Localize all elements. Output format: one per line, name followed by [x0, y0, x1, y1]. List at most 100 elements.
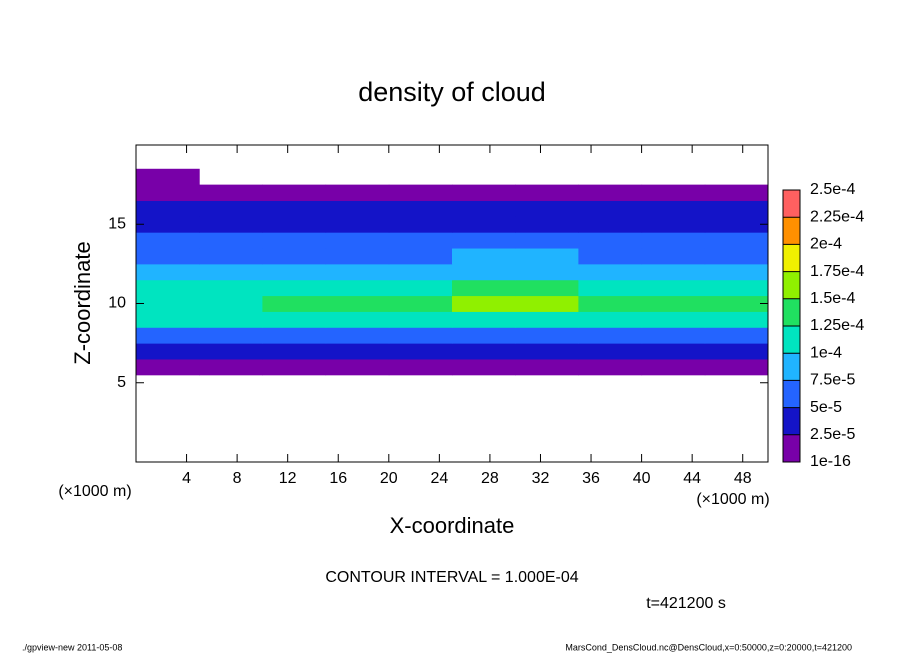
- cell: [452, 327, 516, 344]
- cell: [515, 279, 579, 297]
- cell: [325, 311, 390, 328]
- time-label: t=421200 s: [646, 595, 726, 612]
- cell: [641, 358, 706, 376]
- cell: [704, 311, 769, 328]
- x-tick-label: 4: [182, 470, 191, 487]
- cell: [641, 200, 706, 217]
- cell: [641, 295, 706, 312]
- cell: [136, 295, 200, 312]
- colorbar-label: 1.75e-4: [810, 263, 864, 280]
- cell: [388, 248, 453, 265]
- cell: [452, 358, 516, 376]
- cell: [704, 358, 769, 376]
- cell: [136, 200, 200, 217]
- colorbar-band: [783, 217, 800, 245]
- cell: [578, 343, 643, 360]
- colorbar-label: 1e-4: [810, 344, 842, 361]
- cell: [704, 216, 769, 233]
- cell: [704, 343, 769, 360]
- colorbar-band: [783, 434, 800, 462]
- cell: [199, 295, 263, 312]
- colorbar-label: 2.25e-4: [810, 208, 864, 225]
- cell: [641, 343, 706, 360]
- cell: [325, 184, 390, 201]
- cell: [388, 358, 453, 376]
- x-tick-label: 20: [380, 470, 398, 487]
- cell: [325, 263, 390, 281]
- cell: [136, 358, 200, 376]
- footer-left: ./gpview-new 2011-05-08: [22, 642, 122, 652]
- cell: [704, 295, 769, 312]
- cell: [515, 358, 579, 376]
- colorbar-band: [783, 190, 800, 218]
- cell: [578, 248, 643, 265]
- cell: [578, 295, 643, 312]
- cell: [388, 311, 453, 328]
- cell: [199, 343, 263, 360]
- cell: [452, 263, 516, 281]
- cell: [199, 279, 263, 297]
- colorbar-label: 2.5e-5: [810, 426, 855, 443]
- cell: [452, 200, 516, 217]
- cell: [452, 343, 516, 360]
- cell: [452, 295, 516, 312]
- x-tick-label: 24: [430, 470, 448, 487]
- cell: [199, 232, 263, 249]
- cell: [388, 327, 453, 344]
- cell: [641, 279, 706, 297]
- cell: [641, 232, 706, 249]
- cell: [578, 263, 643, 281]
- cell: [641, 184, 706, 201]
- colorbar-band: [783, 380, 800, 408]
- cell: [262, 358, 327, 376]
- note: CONTOUR INTERVAL = 1.000E-04: [325, 569, 578, 586]
- x-tick-label: 40: [633, 470, 651, 487]
- cell: [704, 279, 769, 297]
- cell: [388, 343, 453, 360]
- cell: [325, 248, 390, 265]
- colorbar-band: [783, 326, 800, 354]
- cell: [704, 200, 769, 217]
- cell: [325, 200, 390, 217]
- colorbar-label: 1.25e-4: [810, 317, 864, 334]
- cell: [515, 327, 579, 344]
- x-unit-label: (×1000 m): [696, 491, 769, 508]
- cell: [641, 248, 706, 265]
- cell: [262, 279, 327, 297]
- colorbar-label: 5e-5: [810, 399, 842, 416]
- y-unit-label: (×1000 m): [58, 483, 131, 500]
- cell: [136, 263, 200, 281]
- cell: [452, 311, 516, 328]
- cell: [262, 184, 327, 201]
- cell: [262, 295, 327, 312]
- cell: [641, 327, 706, 344]
- cell: [136, 327, 200, 344]
- x-tick-label: 16: [329, 470, 347, 487]
- cell: [578, 216, 643, 233]
- cell: [325, 232, 390, 249]
- cell: [199, 327, 263, 344]
- x-tick-label: 44: [683, 470, 701, 487]
- x-axis-label: X-coordinate: [390, 513, 515, 538]
- cell: [641, 311, 706, 328]
- colorbar-band: [783, 353, 800, 381]
- cell: [325, 343, 390, 360]
- colorbar-band: [783, 271, 800, 299]
- cell: [325, 295, 390, 312]
- cell: [136, 248, 200, 265]
- y-tick-label: 5: [117, 374, 126, 391]
- x-tick-label: 48: [734, 470, 752, 487]
- cell: [262, 327, 327, 344]
- cell: [515, 200, 579, 217]
- cell: [515, 184, 579, 201]
- footer-right: MarsCond_DensCloud.nc@DensCloud,x=0:5000…: [565, 642, 852, 652]
- cell: [452, 216, 516, 233]
- cell: [515, 343, 579, 360]
- cell: [199, 358, 263, 376]
- cell: [199, 200, 263, 217]
- cell: [515, 311, 579, 328]
- cell: [388, 200, 453, 217]
- cell: [199, 263, 263, 281]
- colorbar-band: [783, 298, 800, 326]
- cell: [452, 232, 516, 249]
